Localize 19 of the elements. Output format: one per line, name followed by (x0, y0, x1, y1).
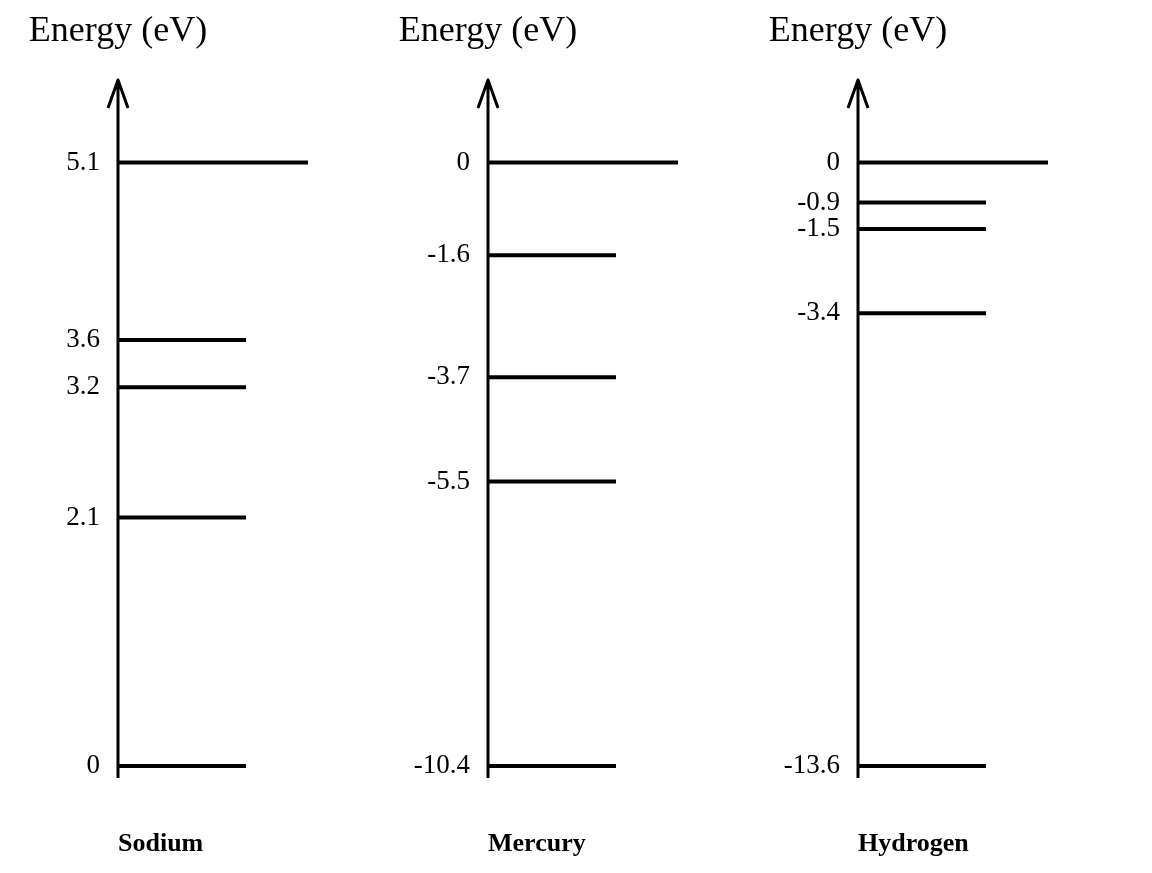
data-label: -13.6 (783, 749, 840, 780)
data-label: -10.4 (413, 749, 471, 780)
data-label: -5.5 (427, 464, 470, 495)
data-label: -3.7 (427, 360, 470, 391)
data-label: 2.1 (66, 500, 100, 531)
data-label: 3.2 (66, 370, 100, 401)
text: Sodium (118, 828, 204, 858)
data-label: -1.6 (427, 238, 470, 269)
data-label: 5.1 (66, 145, 100, 176)
data-label: 0 (826, 145, 840, 176)
data-label: 0 (456, 145, 470, 176)
data-label: -3.4 (797, 296, 841, 327)
text: Energy (eV) (768, 8, 948, 50)
text: Mercury (488, 828, 586, 858)
data-label: 0 (86, 749, 100, 780)
data-label: 3.6 (66, 323, 100, 354)
text: Energy (eV) (398, 8, 578, 50)
text: Energy (eV) (28, 8, 208, 50)
text: Hydrogen (858, 828, 969, 858)
